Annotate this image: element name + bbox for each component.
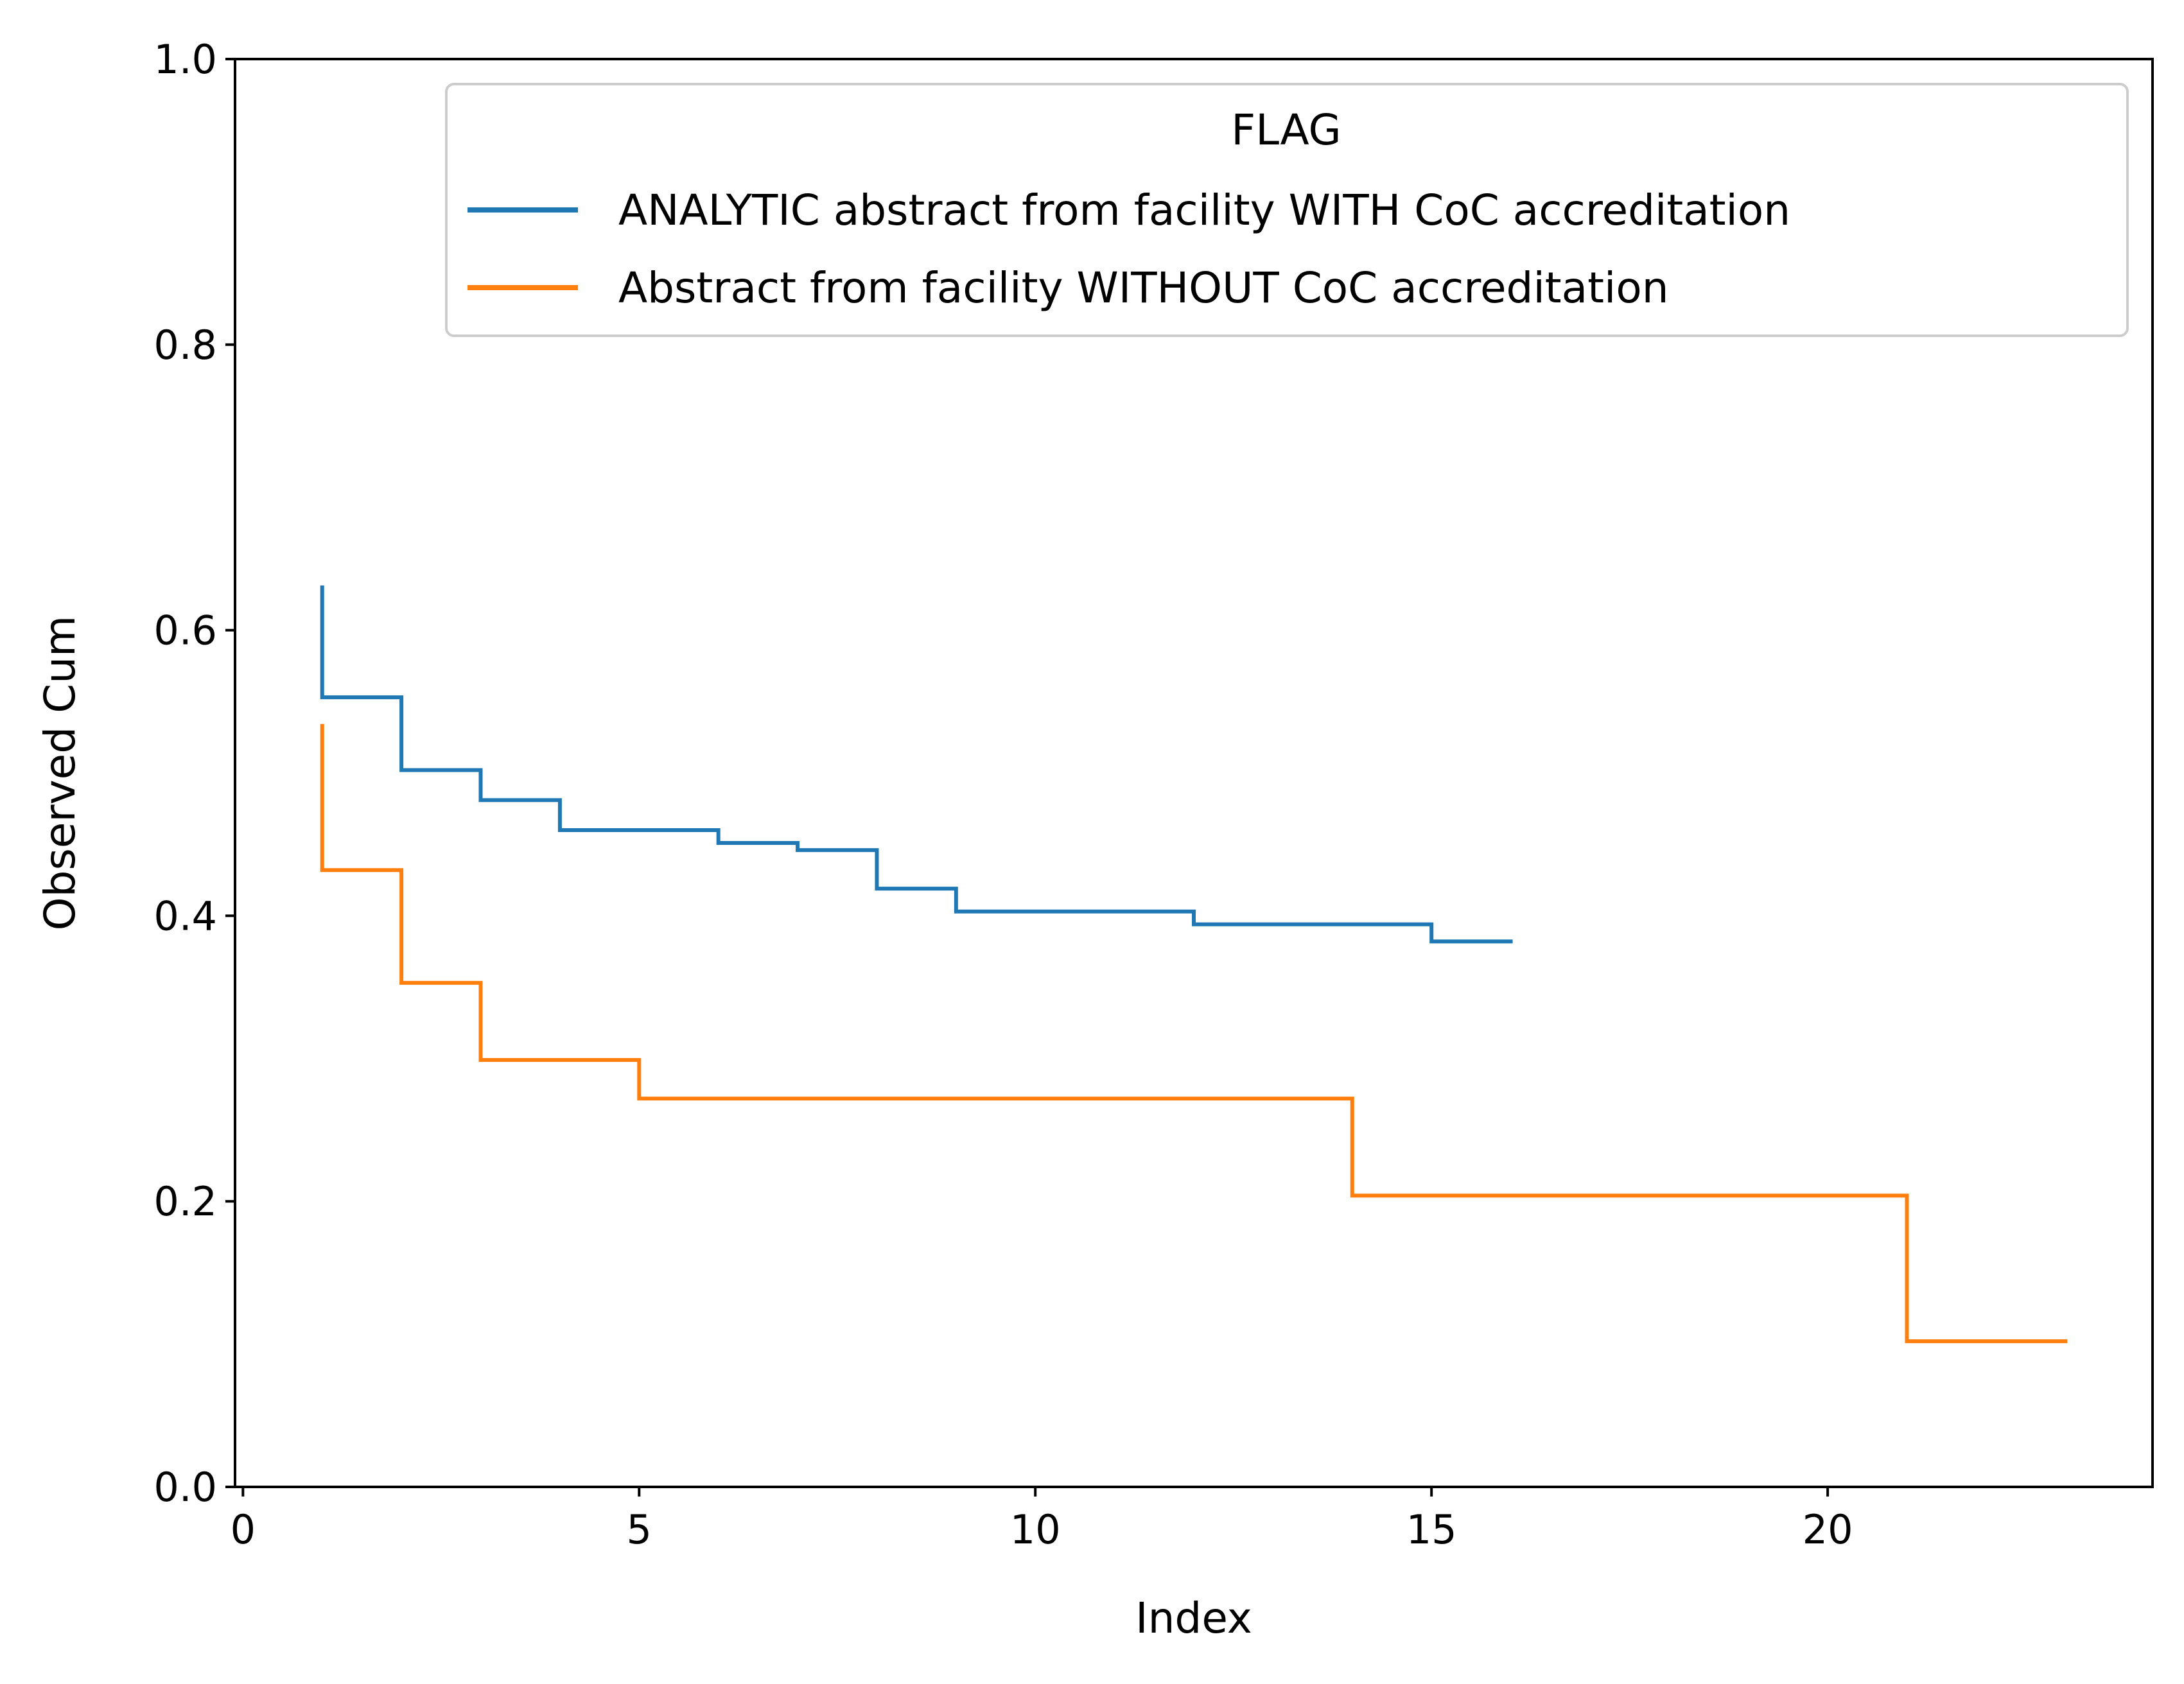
x-axis-label: Index	[1135, 1593, 1252, 1643]
plot-frame	[234, 58, 2154, 1488]
x-axis-ticks: 0 5 10 15 20	[231, 1487, 1853, 1553]
y-axis-ticks: 0.0 0.2 0.4 0.6 0.8 1.0	[153, 36, 235, 1511]
y-axis-label: Observed Cum	[35, 616, 85, 931]
legend-title: FLAG	[1231, 105, 1341, 155]
x-tick-label: 20	[1803, 1506, 1853, 1553]
x-tick-label: 15	[1406, 1506, 1457, 1553]
series-line-2	[320, 724, 2068, 1344]
y-tick-label: 0.0	[153, 1464, 217, 1511]
y-tick-label: 0.4	[153, 892, 217, 939]
legend-label-without-coc: Abstract from facility WITHOUT CoC accre…	[618, 263, 1669, 313]
y-tick-label: 0.8	[153, 322, 217, 369]
series-layer	[320, 585, 2068, 1344]
legend-box	[445, 83, 2129, 337]
legend-label-analytic: ANALYTIC abstract from facility WITH CoC…	[618, 186, 1790, 235]
series-line-1	[320, 585, 1513, 944]
y-tick-label: 1.0	[153, 36, 217, 83]
x-tick-label: 0	[231, 1506, 256, 1553]
x-tick-label: 5	[627, 1506, 652, 1553]
legend: FLAG ANALYTIC abstract from facility WIT…	[445, 83, 2129, 337]
x-tick-label: 10	[1010, 1506, 1061, 1553]
y-tick-label: 0.2	[153, 1178, 217, 1225]
y-tick-label: 0.6	[153, 607, 217, 654]
